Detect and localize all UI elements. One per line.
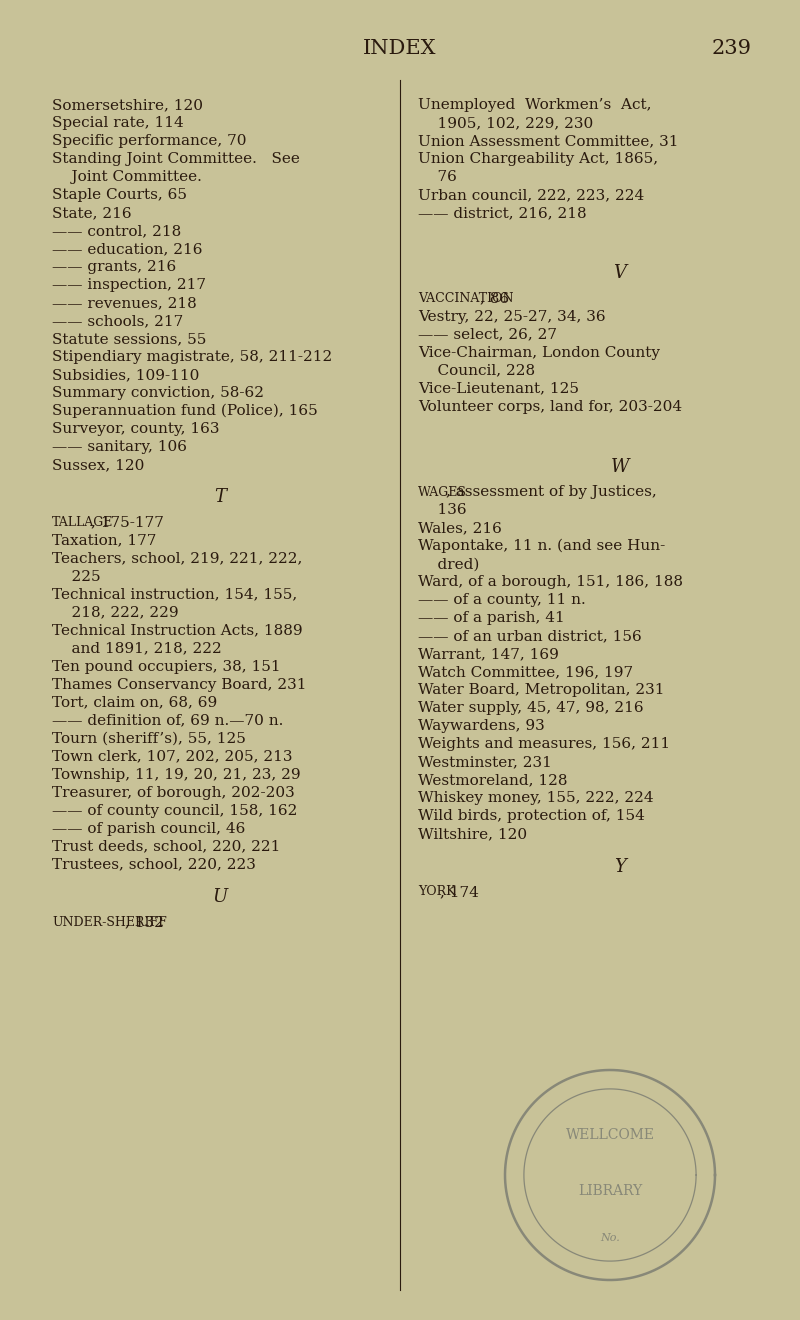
Text: Subsidies, 109-110: Subsidies, 109-110 xyxy=(52,368,199,381)
Text: Watch Committee, 196, 197: Watch Committee, 196, 197 xyxy=(418,665,633,680)
Text: Waywardens, 93: Waywardens, 93 xyxy=(418,719,545,733)
Text: Tourn (sheriff’s), 55, 125: Tourn (sheriff’s), 55, 125 xyxy=(52,731,246,746)
Text: Water supply, 45, 47, 98, 216: Water supply, 45, 47, 98, 216 xyxy=(418,701,644,715)
Text: Urban council, 222, 223, 224: Urban council, 222, 223, 224 xyxy=(418,187,644,202)
Text: Weights and measures, 156, 211: Weights and measures, 156, 211 xyxy=(418,737,670,751)
Text: Vice-Lieutenant, 125: Vice-Lieutenant, 125 xyxy=(418,381,579,396)
Text: Vice-Chairman, London County: Vice-Chairman, London County xyxy=(418,346,660,359)
Text: Town clerk, 107, 202, 205, 213: Town clerk, 107, 202, 205, 213 xyxy=(52,750,293,763)
Text: Wiltshire, 120: Wiltshire, 120 xyxy=(418,828,527,841)
Text: Warrant, 147, 169: Warrant, 147, 169 xyxy=(418,647,559,661)
Text: Superannuation fund (Police), 165: Superannuation fund (Police), 165 xyxy=(52,404,318,418)
Text: dred): dred) xyxy=(418,557,479,572)
Text: Water Board, Metropolitan, 231: Water Board, Metropolitan, 231 xyxy=(418,684,665,697)
Text: —— of county council, 158, 162: —— of county council, 158, 162 xyxy=(52,804,298,817)
Text: —— schools, 217: —— schools, 217 xyxy=(52,314,183,327)
Text: Union Assessment Committee, 31: Union Assessment Committee, 31 xyxy=(418,135,678,148)
Text: —— grants, 216: —— grants, 216 xyxy=(52,260,176,275)
Text: Thames Conservancy Board, 231: Thames Conservancy Board, 231 xyxy=(52,677,306,692)
Text: Westminster, 231: Westminster, 231 xyxy=(418,755,552,770)
Text: Wild birds, protection of, 154: Wild birds, protection of, 154 xyxy=(418,809,645,824)
Text: Joint Committee.: Joint Committee. xyxy=(52,170,202,183)
Text: 136: 136 xyxy=(418,503,466,517)
Text: LIBRARY: LIBRARY xyxy=(578,1184,642,1197)
Text: —— of a county, 11 n.: —— of a county, 11 n. xyxy=(418,593,586,607)
Text: Trustees, school, 220, 223: Trustees, school, 220, 223 xyxy=(52,858,256,871)
Text: , assessment of by Justices,: , assessment of by Justices, xyxy=(446,486,657,499)
Text: Treasurer, of borough, 202-203: Treasurer, of borough, 202-203 xyxy=(52,785,294,800)
Text: Somersetshire, 120: Somersetshire, 120 xyxy=(52,98,203,112)
Text: TALLAGE: TALLAGE xyxy=(52,516,114,529)
Text: Volunteer corps, land for, 203-204: Volunteer corps, land for, 203-204 xyxy=(418,400,682,413)
Text: Staple Courts, 65: Staple Courts, 65 xyxy=(52,187,187,202)
Text: Standing Joint Committee.   See: Standing Joint Committee. See xyxy=(52,152,300,166)
Text: Special rate, 114: Special rate, 114 xyxy=(52,116,184,129)
Text: —— inspection, 217: —— inspection, 217 xyxy=(52,279,206,292)
Text: Specific performance, 70: Specific performance, 70 xyxy=(52,135,246,148)
Text: —— control, 218: —— control, 218 xyxy=(52,224,182,238)
Text: U: U xyxy=(213,888,227,906)
Text: Surveyor, county, 163: Surveyor, county, 163 xyxy=(52,422,219,436)
Text: WELLCOME: WELLCOME xyxy=(566,1129,654,1142)
Text: W: W xyxy=(610,458,630,477)
Text: WAGES: WAGES xyxy=(418,486,467,499)
Text: , 86: , 86 xyxy=(479,292,509,306)
Text: Council, 228: Council, 228 xyxy=(418,363,535,378)
Text: , 132: , 132 xyxy=(125,915,163,929)
Text: Township, 11, 19, 20, 21, 23, 29: Township, 11, 19, 20, 21, 23, 29 xyxy=(52,768,301,781)
Text: Teachers, school, 219, 221, 222,: Teachers, school, 219, 221, 222, xyxy=(52,552,302,565)
Text: Taxation, 177: Taxation, 177 xyxy=(52,533,156,548)
Text: VACCINATION: VACCINATION xyxy=(418,292,514,305)
Text: —— district, 216, 218: —— district, 216, 218 xyxy=(418,206,586,220)
Text: T: T xyxy=(214,488,226,507)
Text: , 174: , 174 xyxy=(440,884,479,899)
Text: Technical instruction, 154, 155,: Technical instruction, 154, 155, xyxy=(52,587,298,602)
Text: —— sanitary, 106: —— sanitary, 106 xyxy=(52,440,187,454)
Text: Stipendiary magistrate, 58, 211-212: Stipendiary magistrate, 58, 211-212 xyxy=(52,350,332,364)
Text: —— education, 216: —— education, 216 xyxy=(52,242,202,256)
Text: Vestry, 22, 25-27, 34, 36: Vestry, 22, 25-27, 34, 36 xyxy=(418,310,606,323)
Text: Union Chargeability Act, 1865,: Union Chargeability Act, 1865, xyxy=(418,152,658,166)
Text: Summary conviction, 58-62: Summary conviction, 58-62 xyxy=(52,385,264,400)
Text: Wapontake, 11 n. (and see Hun-: Wapontake, 11 n. (and see Hun- xyxy=(418,539,666,553)
Text: Ward, of a borough, 151, 186, 188: Ward, of a borough, 151, 186, 188 xyxy=(418,576,683,589)
Text: Westmoreland, 128: Westmoreland, 128 xyxy=(418,774,567,787)
Text: Sussex, 120: Sussex, 120 xyxy=(52,458,144,473)
Text: Technical Instruction Acts, 1889: Technical Instruction Acts, 1889 xyxy=(52,623,302,638)
Text: Ten pound occupiers, 38, 151: Ten pound occupiers, 38, 151 xyxy=(52,660,281,673)
Text: 239: 239 xyxy=(712,38,752,58)
Text: 1905, 102, 229, 230: 1905, 102, 229, 230 xyxy=(418,116,594,129)
Text: Trust deeds, school, 220, 221: Trust deeds, school, 220, 221 xyxy=(52,840,280,854)
Text: 76: 76 xyxy=(418,170,457,183)
Text: —— of an urban district, 156: —— of an urban district, 156 xyxy=(418,630,642,643)
Text: Y: Y xyxy=(614,858,626,875)
Text: 218, 222, 229: 218, 222, 229 xyxy=(52,606,178,619)
Text: INDEX: INDEX xyxy=(363,38,437,58)
Text: —— select, 26, 27: —— select, 26, 27 xyxy=(418,327,557,342)
Text: Unemployed  Workmen’s  Act,: Unemployed Workmen’s Act, xyxy=(418,98,651,112)
Text: UNDER-SHERIFF: UNDER-SHERIFF xyxy=(52,916,166,929)
Text: —— definition of, 69 n.—70 n.: —— definition of, 69 n.—70 n. xyxy=(52,714,283,727)
Text: Tort, claim on, 68, 69: Tort, claim on, 68, 69 xyxy=(52,696,218,710)
Text: —— revenues, 218: —— revenues, 218 xyxy=(52,296,197,310)
Text: No.: No. xyxy=(600,1233,620,1243)
Text: V: V xyxy=(614,264,626,282)
Text: —— of a parish, 41: —— of a parish, 41 xyxy=(418,611,565,626)
Text: 225: 225 xyxy=(52,570,101,583)
Text: State, 216: State, 216 xyxy=(52,206,132,220)
Text: Whiskey money, 155, 222, 224: Whiskey money, 155, 222, 224 xyxy=(418,791,654,805)
Text: Statute sessions, 55: Statute sessions, 55 xyxy=(52,333,206,346)
Text: —— of parish council, 46: —— of parish council, 46 xyxy=(52,821,246,836)
Text: YORK: YORK xyxy=(418,886,456,899)
Text: , 175-177: , 175-177 xyxy=(91,516,164,529)
Text: and 1891, 218, 222: and 1891, 218, 222 xyxy=(52,642,222,656)
Text: Wales, 216: Wales, 216 xyxy=(418,521,502,535)
